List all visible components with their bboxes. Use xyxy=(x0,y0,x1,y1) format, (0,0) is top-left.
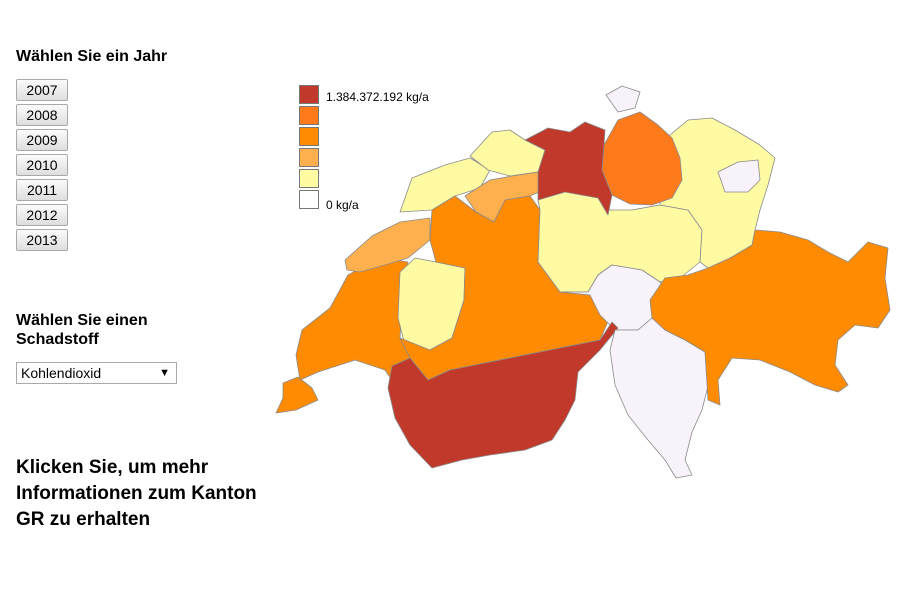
year-button-2012[interactable]: 2012 xyxy=(16,204,68,226)
year-button-2009[interactable]: 2009 xyxy=(16,129,68,151)
pollutant-select-value: Kohlendioxid xyxy=(21,365,102,381)
pollutant-heading: Wählen Sie einen Schadstoff xyxy=(16,312,148,348)
dropdown-arrow-icon: ▼ xyxy=(159,367,170,379)
year-button-2011[interactable]: 2011 xyxy=(16,179,68,201)
canton-sg[interactable] xyxy=(659,117,776,269)
legend-swatch-2 xyxy=(299,106,319,125)
canton-ar-ai[interactable] xyxy=(717,159,761,193)
legend-swatch-1 xyxy=(299,85,319,104)
canton-sh-zh[interactable] xyxy=(524,121,613,216)
year-button-2007[interactable]: 2007 xyxy=(16,79,68,101)
year-button-2010[interactable]: 2010 xyxy=(16,154,68,176)
legend-swatch-5 xyxy=(299,169,319,188)
legend-swatch-4 xyxy=(299,148,319,167)
canton-vs[interactable] xyxy=(387,321,619,469)
legend-swatch-3 xyxy=(299,127,319,146)
year-button-2013[interactable]: 2013 xyxy=(16,229,68,251)
canton-info-prompt: Klicken Sie, um mehr Informationen zum K… xyxy=(16,457,257,530)
canton-ne[interactable] xyxy=(344,217,431,273)
map-legend: 1.384.372.192 kg/a 0 kg/a xyxy=(299,85,429,212)
pollutant-select[interactable]: Kohlendioxid ▼ xyxy=(16,362,177,384)
canton-sh-enclave[interactable] xyxy=(605,85,641,113)
canton-ge[interactable] xyxy=(275,376,319,414)
legend-max-label: 1.384.372.192 kg/a xyxy=(326,90,429,104)
legend-min-label: 0 kg/a xyxy=(326,198,359,212)
year-button-list: 2007 2008 2009 2010 2011 2012 2013 xyxy=(16,79,68,254)
legend-swatch-6 xyxy=(299,190,319,209)
canton-tg[interactable] xyxy=(601,111,683,206)
year-heading: Wählen Sie ein Jahr xyxy=(16,48,168,65)
year-button-2008[interactable]: 2008 xyxy=(16,104,68,126)
